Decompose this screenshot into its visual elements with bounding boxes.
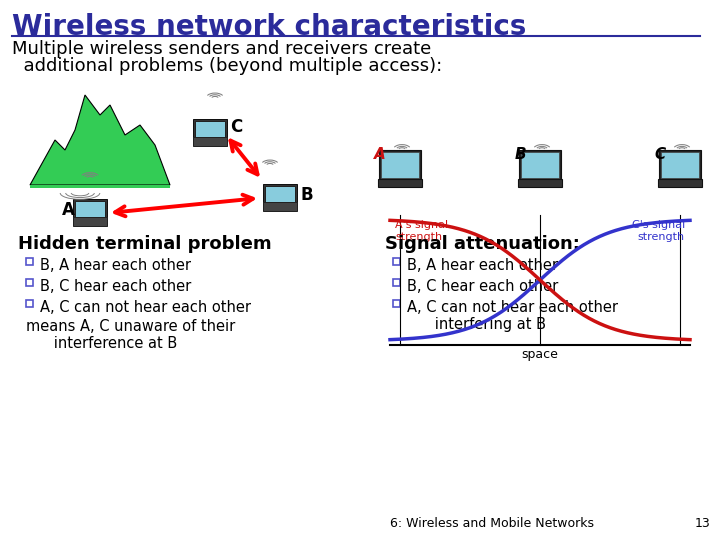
Text: space: space [521,348,559,361]
Text: C: C [230,118,242,136]
Text: A: A [374,147,386,162]
Text: B, A hear each other: B, A hear each other [40,258,191,273]
Text: C: C [654,147,665,162]
Text: 6: Wireless and Mobile Networks: 6: Wireless and Mobile Networks [390,517,594,530]
Text: B, C hear each other: B, C hear each other [407,279,558,294]
Text: A's signal
strength: A's signal strength [395,220,448,241]
Text: means A, C unaware of their
      interference at B: means A, C unaware of their interference… [26,319,235,352]
Text: Signal attenuation:: Signal attenuation: [385,235,580,253]
Text: Wireless network characteristics: Wireless network characteristics [12,13,526,41]
Text: additional problems (beyond multiple access):: additional problems (beyond multiple acc… [12,57,442,75]
FancyBboxPatch shape [521,152,559,178]
Text: B: B [514,147,526,162]
Text: Hidden terminal problem: Hidden terminal problem [18,235,271,253]
FancyBboxPatch shape [264,202,297,211]
FancyBboxPatch shape [661,152,699,178]
FancyBboxPatch shape [264,184,297,208]
Text: C's signal
strength: C's signal strength [631,220,685,241]
FancyBboxPatch shape [193,137,227,145]
FancyBboxPatch shape [193,119,227,144]
FancyBboxPatch shape [379,150,421,180]
Polygon shape [30,185,170,188]
FancyBboxPatch shape [518,179,562,187]
FancyBboxPatch shape [658,179,702,187]
Polygon shape [30,95,170,185]
Text: B, A hear each other: B, A hear each other [407,258,558,273]
FancyBboxPatch shape [73,199,107,224]
FancyBboxPatch shape [378,179,422,187]
FancyBboxPatch shape [265,186,295,207]
Text: 13: 13 [694,517,710,530]
Text: Multiple wireless senders and receivers create: Multiple wireless senders and receivers … [12,40,431,58]
Text: B, C hear each other: B, C hear each other [40,279,192,294]
FancyBboxPatch shape [75,201,105,222]
FancyBboxPatch shape [73,217,107,226]
Text: A: A [62,201,75,219]
Text: A, C can not hear each other
      interfering at B: A, C can not hear each other interfering… [407,300,618,333]
FancyBboxPatch shape [659,150,701,180]
FancyBboxPatch shape [195,121,225,142]
FancyBboxPatch shape [381,152,419,178]
Text: A, C can not hear each other: A, C can not hear each other [40,300,251,315]
FancyBboxPatch shape [519,150,561,180]
Text: B: B [300,186,312,204]
FancyBboxPatch shape [390,215,690,345]
